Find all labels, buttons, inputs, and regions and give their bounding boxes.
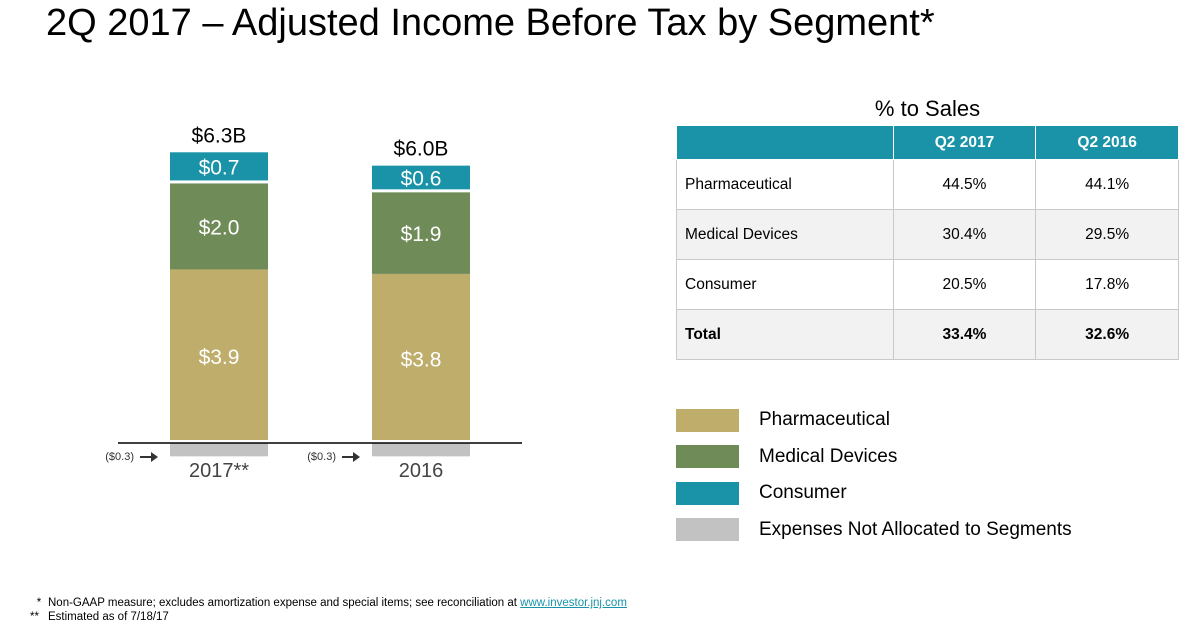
legend-swatch [676, 408, 739, 432]
bar-segment [372, 273, 470, 440]
row-label: Total [676, 309, 894, 360]
cell-value: 44.1% [1035, 159, 1179, 210]
footnote-1: * Non-GAAP measure; excludes amortization… [30, 596, 627, 610]
footnote-mark: ** [30, 611, 39, 623]
bar-segment-negative [170, 443, 268, 457]
investor-link[interactable]: www.investor.jnj.com [520, 597, 627, 609]
negative-value-label: ($0.3) [105, 451, 134, 463]
header-q2-2016: Q2 2016 [1035, 125, 1179, 160]
category-label: 2016 [399, 460, 444, 482]
legend-label: Consumer [759, 482, 847, 504]
cell-value: 30.4% [892, 209, 1037, 260]
data-label: $2.0 [199, 216, 240, 239]
cell-value: 33.4% [892, 309, 1037, 360]
table-title: % to Sales [874, 96, 981, 121]
legend-item-unallocated-expenses: Expenses Not Allocated to Segments [676, 512, 1072, 549]
table-header-row: Q2 2017 Q2 2016 [676, 125, 1179, 160]
bar-segment [372, 192, 470, 274]
bar-segment [372, 165, 470, 190]
bar-segment-negative [372, 443, 470, 457]
footnote-2: ** Estimated as of 7/18/17 [30, 610, 627, 624]
data-label: $0.6 [401, 168, 442, 191]
bar-segment [170, 152, 268, 181]
cell-value: 29.5% [1035, 209, 1179, 260]
cell-value: 44.5% [892, 159, 1037, 210]
legend-swatch [676, 481, 739, 505]
legend-swatch [676, 518, 739, 542]
legend-item-consumer: Consumer [676, 475, 1072, 512]
table-row-total: Total 33.4% 32.6% [676, 309, 1179, 360]
category-label: 2017** [189, 460, 249, 482]
data-label: $0.7 [199, 156, 240, 179]
header-blank [676, 125, 894, 160]
percent-to-sales-table: Q2 2017 Q2 2016 Pharmaceutical 44.5% 44.… [676, 125, 1179, 360]
arrow-head [353, 452, 360, 462]
legend-item-medical-devices: Medical Devices [676, 439, 1072, 476]
data-label: $1.9 [401, 223, 442, 246]
row-label: Pharmaceutical [676, 159, 894, 210]
legend-item-pharmaceutical: Pharmaceutical [676, 402, 1072, 439]
legend-label: Medical Devices [759, 445, 898, 467]
footnote-text: Non-GAAP measure; excludes amortization … [48, 597, 521, 609]
cell-value: 20.5% [892, 259, 1037, 310]
header-q2-2017: Q2 2017 [892, 125, 1037, 160]
bar-segment [170, 183, 268, 270]
cell-value: 32.6% [1035, 309, 1179, 360]
data-label: $3.9 [199, 346, 240, 369]
stacked-bar-chart: $3.9 $2.0 $0.7 $6.3B ($0.3) 2017** $3.8 $1.9 $0.… [105, 124, 522, 482]
row-label: Consumer [676, 259, 894, 310]
legend-label: Expenses Not Allocated to Segments [759, 518, 1072, 540]
arrow-head [151, 452, 158, 462]
legend-label: Pharmaceutical [759, 409, 890, 431]
legend: Pharmaceutical Medical Devices Consumer … [676, 402, 1072, 548]
row-label: Medical Devices [676, 209, 894, 260]
footnote-text: Estimated as of 7/18/17 [48, 611, 169, 623]
table-row: Pharmaceutical 44.5% 44.1% [676, 159, 1179, 210]
legend-swatch [676, 445, 739, 469]
total-label: $6.0B [394, 138, 449, 161]
bar-segment [170, 269, 268, 440]
total-label: $6.3B [192, 124, 247, 147]
cell-value: 17.8% [1035, 259, 1179, 310]
data-label: $3.8 [401, 348, 442, 371]
footnote-mark: * [36, 597, 42, 609]
footnotes: * Non-GAAP measure; excludes amortization… [30, 596, 627, 624]
table-row: Consumer 20.5% 17.8% [676, 259, 1179, 310]
table-row: Medical Devices 30.4% 29.5% [676, 209, 1179, 260]
negative-value-label: ($0.3) [307, 451, 336, 463]
page-title: 2Q 2017 – Adjusted Income Before Tax by … [46, 2, 935, 44]
